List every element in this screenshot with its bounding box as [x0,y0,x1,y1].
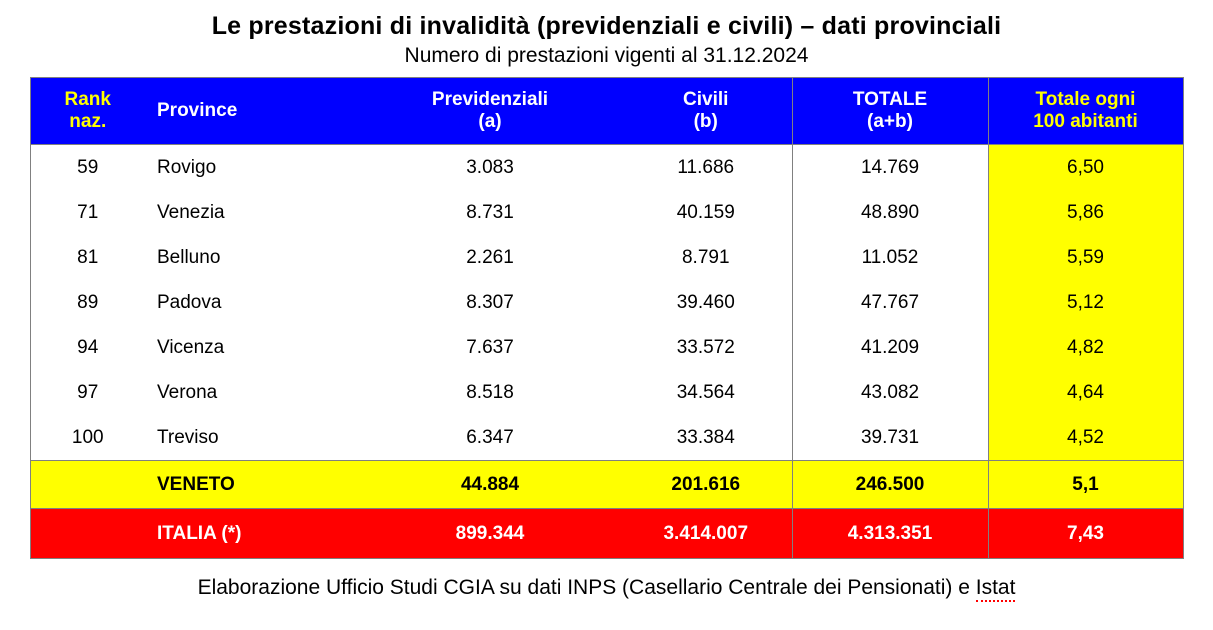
cell-civili: 40.159 [676,201,735,223]
cell-rank: 71 [77,201,99,223]
column-header-per100: Totale ogni 100 abitanti [987,77,1183,145]
cell-per100: 4,52 [987,415,1183,461]
cell-totale: 47.767 [791,280,988,325]
page-subtitle: Numero di prestazioni vigenti al 31.12.2… [404,44,809,67]
table-row: 97 Verona 8.518 34.564 43.082 4,64 [30,370,1183,415]
cell-civili: 34.564 [676,381,735,403]
cell-totale: 4.313.351 [791,508,988,559]
cell-province: Treviso [157,426,219,448]
cell-province: VENETO [145,460,360,509]
source-text: Elaborazione Ufficio Studi CGIA su dati … [197,576,976,599]
cell-rank: 81 [77,246,99,268]
cell-rank [30,460,145,509]
table-row-italia: ITALIA (*) 899.344 3.414.007 4.313.351 7,43 [30,508,1183,559]
source-note: Elaborazione Ufficio Studi CGIA su dati … [0,576,1213,602]
cell-rank: 59 [77,156,99,178]
table-row: 89 Padova 8.307 39.460 47.767 5,12 [30,280,1183,325]
page-title: Le prestazioni di invalidità (previdenzi… [211,12,1002,40]
table-header-row: Rank naz. Province Previdenziali (a) Civili… [30,77,1183,145]
istat-text: Istat [975,576,1016,602]
cell-province: ITALIA (*) [145,508,360,559]
cell-totale: 48.890 [791,190,988,235]
cell-previdenziali: 8.518 [466,381,514,403]
cell-per100: 5,12 [987,280,1183,325]
cell-previdenziali: 7.637 [466,336,514,358]
table-row: 81 Belluno 2.261 8.791 11.052 5,59 [30,235,1183,280]
cell-rank: 89 [77,291,99,313]
cell-civili: 33.384 [676,426,735,448]
table-row: 94 Vicenza 7.637 33.572 41.209 4,82 [30,325,1183,370]
cell-previdenziali: 3.083 [466,156,514,178]
cell-totale: 39.731 [791,415,988,461]
cell-province: Verona [157,381,218,403]
table-row: 100 Treviso 6.347 33.384 39.731 4,52 [30,415,1183,461]
cell-civili: 3.414.007 [620,508,792,559]
cell-previdenziali: 6.347 [466,426,514,448]
cell-per100: 5,86 [987,190,1183,235]
cell-province: Vicenza [157,336,225,358]
cell-rank: 94 [77,336,99,358]
cell-per100: 5,1 [987,460,1183,509]
cell-civili: 39.460 [676,291,735,313]
column-header-rank: Rank naz. [30,77,145,145]
cell-per100: 5,59 [987,235,1183,280]
cell-previdenziali: 2.261 [466,246,514,268]
cell-civili: 11.686 [677,156,735,178]
cell-previdenziali: 899.344 [360,508,620,559]
table-row: 59 Rovigo 3.083 11.686 14.769 6,50 [30,144,1183,190]
provinces-table: Rank naz. Province Previdenziali (a) Civili… [29,77,1184,559]
cell-totale: 43.082 [791,370,988,415]
cell-totale: 246.500 [791,460,988,509]
cell-per100: 6,50 [987,144,1183,190]
cell-rank [30,508,145,559]
cell-province: Belluno [157,246,221,268]
cell-per100: 4,64 [987,370,1183,415]
cell-previdenziali: 44.884 [360,460,620,509]
cell-totale: 41.209 [791,325,988,370]
column-header-province: Province [145,77,360,145]
cell-per100: 7,43 [987,508,1183,559]
cell-rank: 97 [77,381,99,403]
cell-totale: 14.769 [791,144,988,190]
column-header-civili: Civili (b) [620,77,792,145]
cell-per100: 4,82 [987,325,1183,370]
cell-province: Padova [157,291,222,313]
cell-totale: 11.052 [791,235,988,280]
table-row-veneto: VENETO 44.884 201.616 246.500 5,1 [30,460,1183,509]
cell-province: Venezia [157,201,225,223]
cell-province: Rovigo [157,156,217,178]
cell-rank: 100 [71,426,104,448]
cell-civili: 33.572 [676,336,735,358]
cell-civili: 201.616 [620,460,792,509]
cell-civili: 8.791 [681,246,730,268]
cell-previdenziali: 8.307 [466,291,514,313]
cell-previdenziali: 8.731 [466,201,514,223]
table-row: 71 Venezia 8.731 40.159 48.890 5,86 [30,190,1183,235]
column-header-previdenziali: Previdenziali (a) [360,77,620,145]
column-header-totale: TOTALE (a+b) [791,77,988,145]
page: Le prestazioni di invalidità (previdenzi… [0,12,1213,602]
